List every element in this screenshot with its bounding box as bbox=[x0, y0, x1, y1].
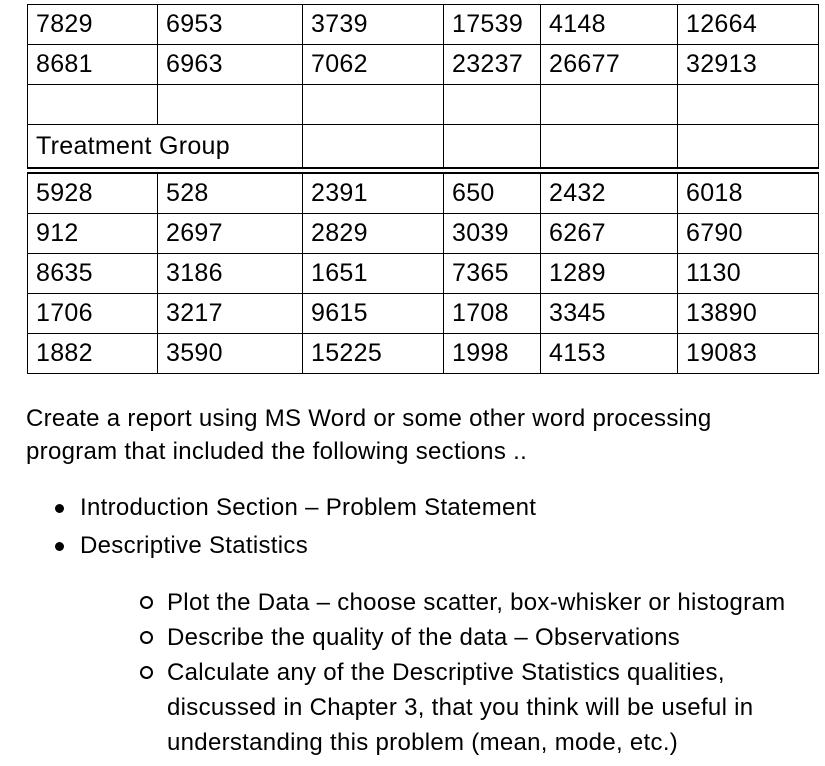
table-cell: 7062 bbox=[302, 44, 444, 85]
table-row bbox=[27, 84, 819, 125]
table-cell bbox=[302, 124, 444, 174]
list-item: Descriptive Statistics bbox=[55, 532, 536, 560]
list-item: Describe the quality of the data – Obser… bbox=[140, 620, 820, 655]
list-item: Introduction Section – Problem Statement bbox=[55, 494, 536, 522]
list-item-label: Calculate any of the Descriptive Statist… bbox=[167, 659, 754, 756]
table-cell: 23237 bbox=[443, 44, 541, 85]
list-item-label: Descriptive Statistics bbox=[80, 532, 308, 559]
table-cell: 528 bbox=[157, 170, 303, 214]
table-cell: 650 bbox=[443, 170, 541, 214]
table-cell: 17539 bbox=[443, 4, 541, 45]
list-item: Plot the Data – choose scatter, box-whis… bbox=[140, 585, 820, 620]
table-cell: 7829 bbox=[27, 4, 158, 45]
table-cell bbox=[540, 84, 678, 125]
bullet-dot-icon bbox=[55, 503, 64, 513]
table-cell: 1130 bbox=[677, 253, 819, 294]
table-cell: 1706 bbox=[27, 293, 158, 334]
table-cell: 19083 bbox=[677, 333, 819, 374]
table-row: 1706 3217 9615 1708 3345 13890 bbox=[27, 293, 819, 334]
table-cell: 2829 bbox=[302, 213, 444, 254]
table-cell: 6963 bbox=[157, 44, 303, 85]
table-cell: 26677 bbox=[540, 44, 678, 85]
table-cell: 1651 bbox=[302, 253, 444, 294]
table-cell: 4148 bbox=[540, 4, 678, 45]
group-header-row: Treatment Group bbox=[27, 124, 819, 174]
table-cell: 4153 bbox=[540, 333, 678, 374]
table-cell: 3217 bbox=[157, 293, 303, 334]
list-item: Calculate any of the Descriptive Statist… bbox=[140, 655, 820, 760]
table-cell bbox=[540, 124, 678, 174]
table-cell bbox=[157, 84, 303, 125]
table-cell: 3590 bbox=[157, 333, 303, 374]
table-cell bbox=[677, 124, 819, 174]
sub-bullet-list: Plot the Data – choose scatter, box-whis… bbox=[140, 585, 820, 760]
table-cell: 9615 bbox=[302, 293, 444, 334]
table-cell: 2432 bbox=[540, 170, 678, 214]
table-cell: 6790 bbox=[677, 213, 819, 254]
table-row: 1882 3590 15225 1998 4153 19083 bbox=[27, 333, 819, 374]
table-cell: 8635 bbox=[27, 253, 158, 294]
table-cell: 912 bbox=[27, 213, 158, 254]
list-item-label: Introduction Section – Problem Statement bbox=[80, 494, 537, 521]
table-cell: 12664 bbox=[677, 4, 819, 45]
table-cell bbox=[443, 124, 541, 174]
table-cell: 6018 bbox=[677, 170, 819, 214]
table-cell: 6953 bbox=[157, 4, 303, 45]
instructions-paragraph: Create a report using MS Word or some ot… bbox=[26, 405, 712, 465]
table-cell: 2697 bbox=[157, 213, 303, 254]
table-cell: 1708 bbox=[443, 293, 541, 334]
table-cell: 32913 bbox=[677, 44, 819, 85]
table-row: 8681 6963 7062 23237 26677 32913 bbox=[27, 44, 819, 85]
bullet-list: Introduction Section – Problem Statement… bbox=[55, 494, 536, 570]
table-cell: 3345 bbox=[540, 293, 678, 334]
list-item-label: Plot the Data – choose scatter, box-whis… bbox=[167, 589, 786, 616]
table-cell: 6267 bbox=[540, 213, 678, 254]
table-cell bbox=[27, 84, 158, 125]
table-cell: 15225 bbox=[302, 333, 444, 374]
table-row: 5928 528 2391 650 2432 6018 bbox=[27, 170, 819, 214]
data-table-body: 7829 6953 3739 17539 4148 12664 8681 6963 7062 23… bbox=[27, 4, 819, 374]
table-cell: 13890 bbox=[677, 293, 819, 334]
table-cell: 2391 bbox=[302, 170, 444, 214]
bullet-dot-icon bbox=[55, 541, 64, 551]
table-row: 8635 3186 1651 7365 1289 1130 bbox=[27, 253, 819, 294]
table-cell: 1998 bbox=[443, 333, 541, 374]
table-cell: 1882 bbox=[27, 333, 158, 374]
table-cell: 7365 bbox=[443, 253, 541, 294]
table-cell: 3186 bbox=[157, 253, 303, 294]
table-cell: 3039 bbox=[443, 213, 541, 254]
circle-bullet-icon bbox=[140, 666, 153, 679]
circle-bullet-icon bbox=[140, 631, 153, 644]
list-item-label: Describe the quality of the data – Obser… bbox=[167, 624, 681, 651]
table-cell bbox=[302, 84, 444, 125]
circle-bullet-icon bbox=[140, 596, 153, 609]
table-cell: 3739 bbox=[302, 4, 444, 45]
table-cell bbox=[677, 84, 819, 125]
table-cell: 1289 bbox=[540, 253, 678, 294]
table-row: 7829 6953 3739 17539 4148 12664 bbox=[27, 4, 819, 45]
table-row: 912 2697 2829 3039 6267 6790 bbox=[27, 213, 819, 254]
treatment-group-label: Treatment Group bbox=[27, 124, 303, 174]
table-cell: 5928 bbox=[27, 170, 158, 214]
table-cell: 8681 bbox=[27, 44, 158, 85]
data-table: 7829 6953 3739 17539 4148 12664 8681 6963 7062 23… bbox=[27, 4, 819, 374]
table-cell bbox=[443, 84, 541, 125]
